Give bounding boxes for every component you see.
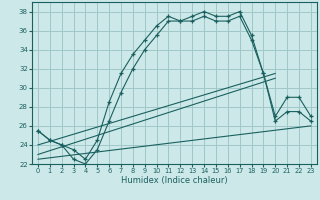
X-axis label: Humidex (Indice chaleur): Humidex (Indice chaleur) — [121, 176, 228, 185]
